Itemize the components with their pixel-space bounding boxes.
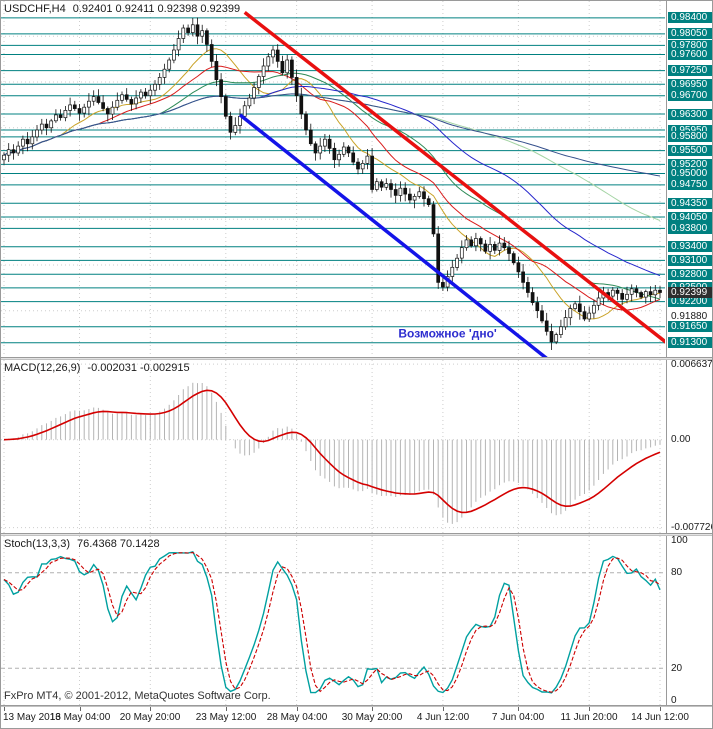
time-axis-tick [4,707,5,711]
price-level-badge: 0.93100 [668,254,712,266]
annotation-text[interactable]: Возможное 'дно' [398,326,497,340]
price-level-badge: 0.94050 [668,211,712,223]
macd-canvas[interactable] [1,360,665,533]
macd-name: MACD(12,26,9) [4,362,81,374]
moving-average-lines [3,48,661,320]
time-axis-label: 13 May 2013 [3,712,61,723]
stoch-values: 76.4368 70.1428 [77,538,160,550]
price-level-badge: 0.97250 [668,65,712,77]
price-level-badge: 0.93800 [668,222,712,234]
stoch-axis-label: 0 [671,694,677,706]
panel-separator[interactable] [1,533,712,536]
stochastic-scale[interactable]: 100 80 20 0 [666,535,712,706]
time-axis-label: 23 May 12:00 [195,712,257,723]
macd-scale[interactable]: 0.0066371 0.00 -0.0077261 [666,358,713,534]
time-axis-tick [150,707,151,711]
main-chart-canvas[interactable]: Возможное 'дно' [1,1,665,357]
panel-separator[interactable] [1,705,712,707]
panel-separator[interactable] [1,357,712,360]
time-axis-label: 28 May 04:00 [266,712,328,723]
current-price-badge: 0.92399 [668,287,712,298]
macd-axis-label: -0.0077261 [671,522,712,534]
price-level-badge: 0.91650 [668,321,712,333]
price-level-badge: 0.94350 [668,197,712,209]
macd-axis-label: 0.00 [671,434,691,446]
price-level-badge: 0.95000 [668,168,712,179]
time-axis[interactable]: 13 May 2013 16 May 04:00 20 May 20:00 23 Ma… [1,707,712,728]
stochastic-canvas[interactable] [1,536,665,705]
price-level-badge: 0.92200 [668,296,712,308]
price-level-badge: 0.91300 [668,337,712,349]
main-chart-panel[interactable]: Возможное 'дно' 0.98400 0.98050 0.97800 0.9… [1,1,712,357]
macd-signal-line [3,389,661,514]
price-level-badge: 0.98400 [668,12,712,24]
price-level-badge: 0.93400 [668,241,712,253]
stochastic-panel[interactable]: 100 80 20 0 Stoch(13,3,3) 76.4368 70.1428 [1,535,712,706]
price-level-badge: 0.95950 [668,124,712,136]
horizontal-level-lines[interactable] [1,17,665,344]
price-axis-label: 0.91880 [671,310,708,322]
time-axis-tick [443,707,444,711]
stoch-axis-label: 100 [671,535,688,547]
price-level-badge: 0.96300 [668,108,712,120]
time-axis-label: 4 Jun 12:00 [416,712,470,723]
trend-lines[interactable] [238,11,665,357]
copyright-text: FxPro MT4, © 2001-2012, MetaQuotes Softw… [4,690,271,702]
time-axis-label: 16 May 04:00 [49,712,111,723]
stoch-name: Stoch(13,3,3) [4,538,71,550]
price-level-badge: 0.97800 [668,39,712,51]
price-level-badge: 0.95500 [668,145,712,157]
stoch-signal-line [3,552,661,693]
stoch-axis-label: 20 [671,662,683,674]
time-axis-tick [660,707,661,711]
time-axis-label: 14 Jun 12:00 [631,712,689,723]
time-axis-label: 20 May 20:00 [119,712,181,723]
price-level-badge: 0.95200 [668,158,712,170]
symbol-timeframe: USDCHF,H4 [4,3,66,15]
price-level-badge: 0.94750 [668,179,712,191]
macd-histogram [8,382,661,524]
main-price-scale[interactable]: 0.98400 0.98050 0.97800 0.97600 0.97250 0.969… [666,1,712,357]
price-level-badge: 0.96950 [668,78,712,90]
time-axis-tick [518,707,519,711]
time-axis-label: 11 Jun 20:00 [560,712,618,723]
time-axis-tick [589,707,590,711]
candles [2,17,662,350]
stoch-axis-label: 80 [671,567,683,579]
stoch-level-lines [1,572,665,669]
time-axis-tick [226,707,227,711]
price-level-badge: 0.92800 [668,268,712,280]
macd-axis-label: 0.0066371 [671,358,713,370]
macd-indicator-label: MACD(12,26,9) -0.002031 -0.002915 [4,362,190,374]
price-level-badge: 0.96700 [668,90,712,102]
time-axis-tick [297,707,298,711]
time-axis-label: 30 May 20:00 [341,712,403,723]
macd-panel[interactable]: 0.0066371 0.00 -0.0077261 MACD(12,26,9) -0.… [1,358,713,534]
price-level-badge: 0.97600 [668,49,712,60]
macd-values: -0.002031 -0.002915 [87,362,190,374]
chart-title: USDCHF,H4 0.92401 0.92411 0.92398 0.92399 [4,3,240,15]
stoch-indicator-label: Stoch(13,3,3) 76.4368 70.1428 [4,538,160,550]
price-level-badge: 0.98050 [668,28,712,40]
price-level-badge: 0.95800 [668,131,712,143]
ohlc-values: 0.92401 0.92411 0.92398 0.92399 [72,3,241,15]
stoch-main-line [3,550,661,694]
time-axis-tick [372,707,373,711]
time-axis-tick [80,707,81,711]
time-axis-label: 7 Jun 04:00 [491,712,545,723]
